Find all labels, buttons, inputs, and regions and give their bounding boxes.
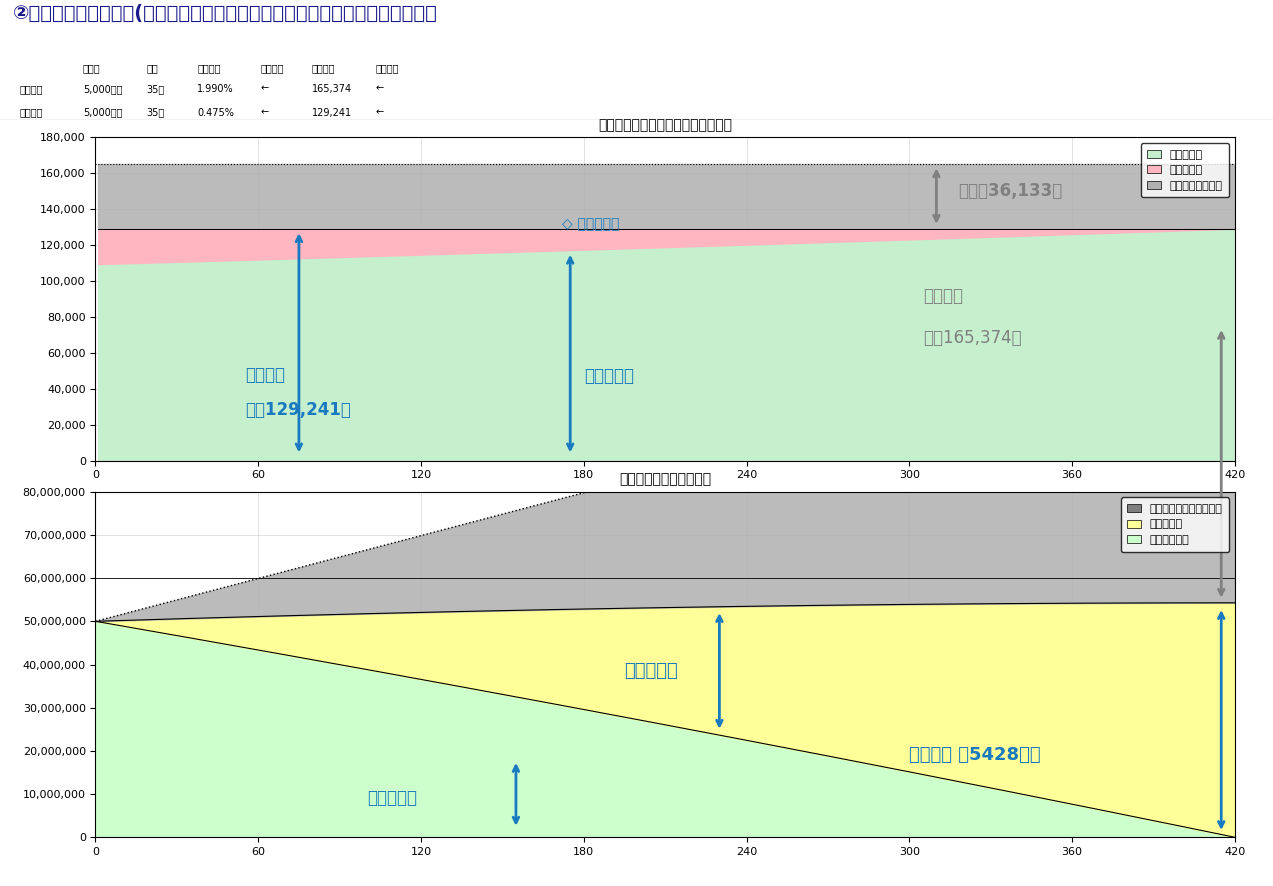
Text: 最終金利: 最終金利 xyxy=(261,64,284,74)
Title: 元金残高と返済合計推移: 元金残高と返済合計推移 xyxy=(619,472,712,486)
Text: 最終月額: 最終月額 xyxy=(376,64,398,74)
Text: 固定金利

月々165,374円: 固定金利 月々165,374円 xyxy=(923,287,1021,346)
Text: 年数: 年数 xyxy=(146,64,158,74)
Text: 0.475%: 0.475% xyxy=(197,108,234,118)
Legend: 元金返済分, 利息支払分, 固定金利の返済額: 元金返済分, 利息支払分, 固定金利の返済額 xyxy=(1141,143,1230,198)
Text: 元金返済分: 元金返済分 xyxy=(584,368,634,385)
Text: ←: ← xyxy=(261,84,269,94)
Text: 当初金利: 当初金利 xyxy=(197,64,220,74)
Text: 35年: 35年 xyxy=(146,108,164,118)
Text: 5,000万円: 5,000万円 xyxy=(83,84,122,94)
Text: 月々129,241円: 月々129,241円 xyxy=(244,400,350,419)
Text: ②住宅ローン比較試算(変動金利・・・金利がまったく上がらなかった場合。）: ②住宅ローン比較試算(変動金利・・・金利がまったく上がらなかった場合。） xyxy=(13,4,438,22)
Text: 固定金利: 固定金利 xyxy=(19,84,42,94)
Text: 変動金利: 変動金利 xyxy=(244,366,285,384)
Text: 変動金利: 変動金利 xyxy=(19,108,42,118)
Text: 35年: 35年 xyxy=(146,84,164,94)
Text: 5,000万円: 5,000万円 xyxy=(83,108,122,118)
Legend: 固定金利との返済合計差, 返済額合計, 返済後元金額: 固定金利との返済合計差, 返済額合計, 返済後元金額 xyxy=(1120,497,1230,552)
Title: 月返済額における元金と利息の推移: 月返済額における元金と利息の推移 xyxy=(598,118,732,132)
Text: ←: ← xyxy=(376,108,383,118)
Text: 1.990%: 1.990% xyxy=(197,84,234,94)
Text: 月々差36,133円: 月々差36,133円 xyxy=(959,182,1063,199)
Text: 165,374: 165,374 xyxy=(312,84,353,94)
Text: 129,241: 129,241 xyxy=(312,108,353,118)
Text: 借入金残高: 借入金残高 xyxy=(367,789,416,807)
Text: 当初月額: 当初月額 xyxy=(312,64,335,74)
Text: ←: ← xyxy=(376,84,383,94)
Text: 返済額合計: 返済額合計 xyxy=(625,662,679,680)
Text: 変動金利 約5428万円: 変動金利 約5428万円 xyxy=(909,746,1041,765)
Text: ←: ← xyxy=(261,108,269,118)
Text: 借入額: 借入額 xyxy=(83,64,101,74)
Text: ◇ 利息支払分: ◇ 利息支払分 xyxy=(563,217,620,231)
